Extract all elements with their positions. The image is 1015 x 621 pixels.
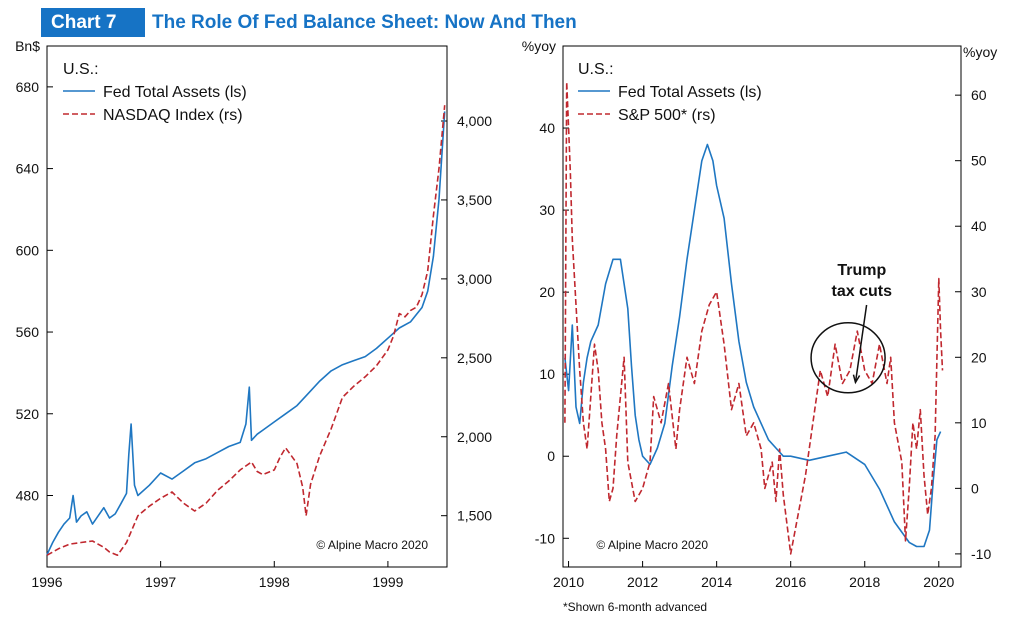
right-region-label: U.S.: xyxy=(578,61,614,78)
right-series-line-blue xyxy=(564,143,942,548)
left-y-left-tick-label: 680 xyxy=(16,79,40,95)
right-y-left-tick-label: 0 xyxy=(547,448,555,464)
left-legend-label: NASDAQ Index (rs) xyxy=(103,107,243,124)
left-y-right-tick-label: 1,500 xyxy=(457,508,492,524)
right-x-tick-label: 2020 xyxy=(923,574,954,590)
right-y-right-tick-label: 60 xyxy=(971,87,987,103)
left-x-tick-label: 1999 xyxy=(372,574,403,590)
left-y-right-tick-label: 2,500 xyxy=(457,350,492,366)
left-y-left-tick-label: 560 xyxy=(16,324,40,340)
right-legend-label: S&P 500* (rs) xyxy=(618,107,716,124)
left-series-line-blue xyxy=(46,111,446,556)
left-x-tick-label: 1996 xyxy=(31,574,62,590)
left-region-label: U.S.: xyxy=(63,61,99,78)
right-y-left-tick-label: 10 xyxy=(539,366,555,382)
right-x-tick-label: 2016 xyxy=(775,574,806,590)
right-y-left-tick-label: 30 xyxy=(539,202,555,218)
right-left-unit-label: %yoy xyxy=(522,38,556,54)
right-credit-label: © Alpine Macro 2020 xyxy=(596,538,708,552)
chart-title: The Role Of Fed Balance Sheet: Now And T… xyxy=(152,12,577,33)
left-y-right-tick-label: 2,000 xyxy=(457,429,492,445)
right-x-tick-label: 2010 xyxy=(553,574,584,590)
right-y-right-tick-label: 10 xyxy=(971,415,987,431)
right-plot-frame xyxy=(562,45,962,568)
right-annotation-arrow-head xyxy=(852,374,861,385)
left-y-right-tick-label: 3,500 xyxy=(457,192,492,208)
right-x-tick-label: 2014 xyxy=(701,574,732,590)
chart-number-badge: Chart 7 xyxy=(41,8,145,37)
left-y-left-tick-label: 480 xyxy=(16,487,40,503)
right-annotation-line-1: Trump xyxy=(837,262,886,279)
right-annotation-line-2: tax cuts xyxy=(832,283,893,300)
left-credit-label: © Alpine Macro 2020 xyxy=(316,538,428,552)
right-x-tick-label: 2018 xyxy=(849,574,880,590)
right-y-left-tick-label: -10 xyxy=(535,530,555,546)
right-y-left-tick-label: 20 xyxy=(539,284,555,300)
left-y-left-tick-label: 520 xyxy=(16,406,40,422)
right-footnote: *Shown 6-month advanced xyxy=(563,600,707,614)
right-annotation-arrow-shaft xyxy=(854,304,868,383)
right-legend-label: Fed Total Assets (ls) xyxy=(618,84,762,101)
right-y-right-tick-label: 30 xyxy=(971,284,987,300)
right-y-right-tick-label: 50 xyxy=(971,153,987,169)
left-legend-label: Fed Total Assets (ls) xyxy=(103,84,247,101)
left-series-line-red xyxy=(46,105,446,556)
left-left-unit-label: Bn$ xyxy=(15,38,40,54)
right-right-unit-label: %yoy xyxy=(963,44,997,60)
left-y-left-tick-label: 600 xyxy=(16,242,40,258)
left-x-tick-label: 1998 xyxy=(259,574,290,590)
chart-header: Chart 7 The Role Of Fed Balance Sheet: N… xyxy=(0,0,1015,44)
left-y-right-tick-label: 4,000 xyxy=(457,113,492,129)
right-annotation-circle xyxy=(810,322,886,394)
right-y-left-tick-label: 40 xyxy=(539,120,555,136)
left-x-tick-label: 1997 xyxy=(145,574,176,590)
left-plot-frame xyxy=(46,45,448,568)
left-y-left-tick-label: 640 xyxy=(16,161,40,177)
right-y-right-tick-label: 20 xyxy=(971,349,987,365)
left-y-right-tick-label: 3,000 xyxy=(457,271,492,287)
right-x-tick-label: 2012 xyxy=(627,574,658,590)
right-y-right-tick-label: 0 xyxy=(971,480,979,496)
right-series-line-red xyxy=(564,81,944,555)
right-y-right-tick-label: 40 xyxy=(971,218,987,234)
right-y-right-tick-label: -10 xyxy=(971,546,991,562)
